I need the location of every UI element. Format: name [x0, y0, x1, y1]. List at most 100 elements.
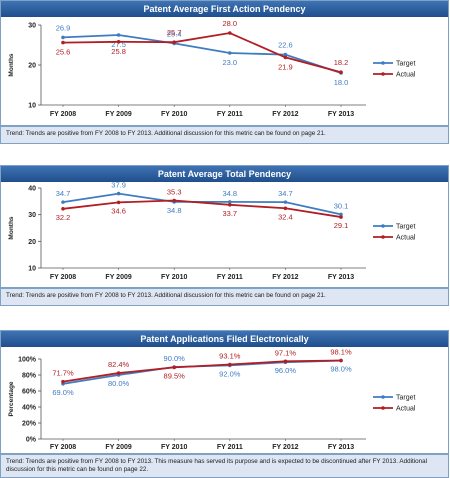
trend-note-electronic-filing: Trend: Trends are positive from FY 2008 … [0, 454, 449, 478]
data-label-target: 80.0% [108, 379, 130, 388]
y-tick-label: 40 [28, 186, 36, 193]
data-label-actual: 25.6 [56, 48, 71, 57]
data-label-target: 98.0% [330, 365, 352, 374]
legend-marker-actual [381, 72, 385, 76]
data-point-actual [172, 40, 176, 44]
legend-marker-actual [381, 406, 385, 410]
data-point-target [283, 52, 288, 57]
legend-marker-target [381, 61, 385, 65]
chart-panel-electronic-filing: Patent Applications Filed Electronically… [0, 330, 449, 454]
x-tick-label: FY 2008 [50, 444, 76, 451]
series-line-target [62, 34, 342, 74]
data-point-target [339, 212, 343, 217]
data-label-target: 37.9 [111, 182, 126, 190]
data-label-target: 34.7 [56, 189, 71, 198]
data-label-target: 23.0 [222, 58, 237, 67]
data-point-actual [61, 207, 65, 211]
data-label-target: 34.8 [222, 189, 237, 198]
legend-label-actual: Actual [396, 406, 416, 413]
data-label-actual: 89.5% [164, 371, 186, 380]
x-tick-label: FY 2010 [161, 111, 187, 118]
data-label-target: 25.4 [167, 29, 182, 38]
data-label-target: 18.0 [334, 78, 349, 87]
x-tick-label: FY 2010 [161, 444, 187, 451]
data-label-actual: 93.1% [219, 352, 241, 361]
y-tick-label: 10 [28, 266, 36, 273]
data-label-target: 34.8 [167, 206, 182, 215]
y-tick-label: 10 [28, 103, 36, 110]
y-tick-label: 30 [28, 212, 36, 219]
data-label-actual: 32.2 [56, 213, 71, 222]
data-label-target: 34.7 [278, 189, 293, 198]
data-point-target [61, 35, 65, 40]
series-line-actual [62, 359, 342, 383]
chart-title: Patent Applications Filed Electronically [1, 331, 448, 347]
data-label-actual: 18.2 [334, 58, 349, 67]
data-label-actual: 33.7 [222, 209, 237, 218]
y-tick-label: 100% [18, 357, 37, 364]
chart-title: Patent Average First Action Pendency [1, 1, 448, 17]
y-tick-label: 0% [26, 437, 37, 444]
chart-panel-total-pendency: Patent Average Total Pendency Months 40 30… [0, 165, 449, 288]
x-tick-label: FY 2013 [328, 444, 354, 451]
data-point-target [116, 191, 121, 196]
data-point-target [61, 200, 65, 204]
data-label-actual: 97.1% [275, 348, 297, 357]
legend-marker-target [381, 224, 385, 228]
data-label-actual: 71.7% [52, 369, 74, 378]
y-axis-label: Months [8, 216, 15, 239]
y-tick-label: 40% [22, 405, 37, 412]
x-tick-label: FY 2008 [50, 111, 76, 118]
legend-label-actual: Actual [396, 235, 416, 242]
data-point-actual [61, 379, 65, 384]
legend-label-actual: Actual [396, 72, 416, 79]
x-tick-label: FY 2011 [217, 444, 243, 451]
data-point-actual [283, 206, 288, 211]
data-point-actual [283, 359, 288, 364]
data-point-actual [172, 198, 176, 203]
x-tick-label: FY 2012 [272, 444, 298, 451]
y-axis-label: Months [8, 53, 15, 76]
y-tick-label: 30 [28, 23, 36, 30]
data-label-actual: 21.9 [278, 62, 293, 71]
legend-label-target: Target [396, 61, 416, 68]
y-axis-label: Percentage [8, 381, 15, 416]
legend-label-target: Target [396, 395, 416, 402]
chart-first-action-pendency: Months 30 20 10 FY 2008 FY 2009 FY 2010 FY 2011… [8, 19, 416, 118]
x-tick-label: FY 2010 [161, 274, 187, 281]
data-point-target [116, 33, 121, 37]
data-point-actual [116, 371, 121, 375]
legend-label-target: Target [396, 224, 416, 231]
data-label-target: 26.9 [56, 23, 71, 32]
data-point-actual [172, 365, 176, 370]
y-tick-label: 80% [22, 373, 37, 380]
data-point-target [228, 51, 232, 55]
data-point-actual [339, 215, 343, 219]
data-point-actual [228, 362, 232, 367]
data-label-actual: 29.1 [334, 221, 349, 230]
data-label-actual: 25.7 [167, 28, 182, 37]
series-line-target [62, 359, 342, 385]
data-label-actual: 25.8 [111, 47, 126, 56]
x-tick-label: FY 2009 [105, 444, 131, 451]
chart-electronic-filing: Percentage 100% 80% 60% 40% 20% 0% FY 2008 FY 20… [8, 348, 416, 451]
data-point-actual [339, 70, 343, 74]
x-tick-label: FY 2009 [105, 111, 131, 118]
x-tick-label: FY 2009 [105, 274, 131, 281]
x-tick-label: FY 2011 [217, 111, 243, 118]
data-point-actual [116, 40, 121, 44]
y-tick-label: 20 [28, 239, 36, 246]
data-point-target [228, 200, 232, 204]
data-label-actual: 28.0 [222, 19, 237, 28]
data-label-target: 27.5 [111, 40, 126, 49]
y-tick-label: 20% [22, 421, 37, 428]
chart-title: Patent Average Total Pendency [1, 166, 448, 182]
data-label-actual: 35.3 [167, 188, 182, 197]
chart-panel-first-action: Patent Average First Action Pendency Mon… [0, 0, 449, 126]
data-label-actual: 98.1% [330, 348, 352, 357]
data-point-actual [61, 40, 65, 45]
x-tick-label: FY 2013 [328, 111, 354, 118]
data-label-target: 22.6 [278, 41, 293, 50]
y-tick-label: 20 [28, 63, 36, 70]
x-tick-label: FY 2008 [50, 274, 76, 281]
